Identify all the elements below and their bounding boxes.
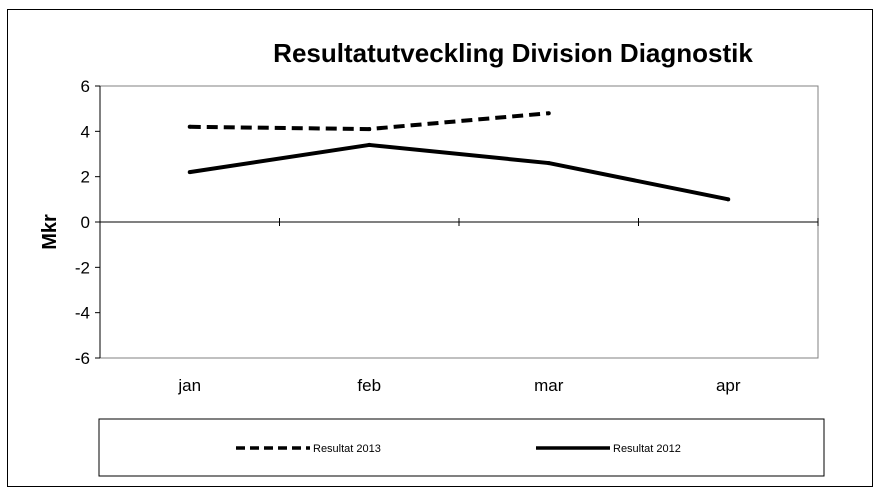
data-point: [367, 142, 372, 147]
y-tick-label: -6: [75, 349, 90, 368]
data-point: [187, 124, 192, 129]
chart-frame: [7, 9, 873, 487]
y-tick-label: -2: [75, 258, 90, 277]
y-tick-label: 0: [81, 213, 90, 232]
series-line-0: [189, 111, 549, 132]
legend-label-0: Resultat 2013: [313, 443, 381, 455]
data-point: [367, 127, 372, 132]
data-point: [187, 170, 192, 175]
data-point: [546, 111, 551, 116]
data-point: [726, 197, 731, 202]
x-tick-label: jan: [177, 376, 201, 395]
chart-title: Resultatutveckling Division Diagnostik: [273, 38, 753, 68]
legend-box: [98, 418, 825, 477]
legend-label-1: Resultat 2012: [613, 443, 681, 455]
y-tick-label: 4: [81, 122, 90, 141]
data-point: [546, 161, 551, 166]
x-tick-label: apr: [716, 376, 741, 395]
series-line-1: [189, 142, 729, 202]
x-tick-label: mar: [534, 376, 564, 395]
y-tick-label: 2: [81, 168, 90, 187]
y-axis-label: Mkr: [39, 214, 61, 250]
x-tick-label: feb: [357, 376, 381, 395]
y-tick-label: -4: [75, 304, 90, 323]
y-tick-label: 6: [81, 77, 90, 96]
